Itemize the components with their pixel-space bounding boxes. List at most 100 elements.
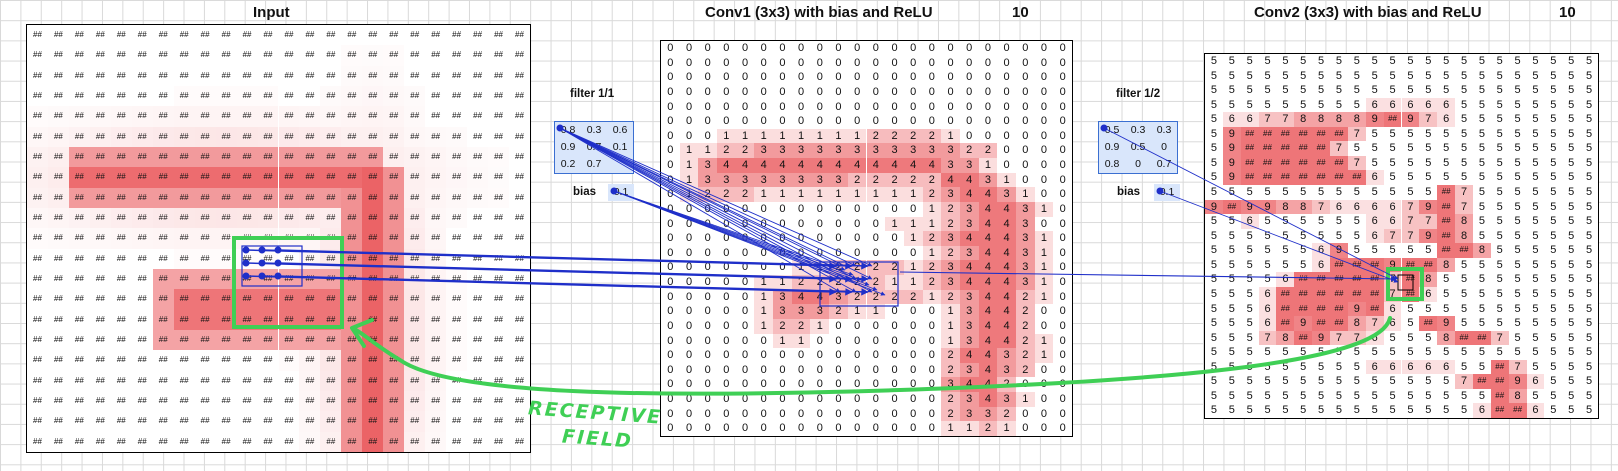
input-cell: ## bbox=[221, 355, 231, 365]
input-cell: ## bbox=[236, 289, 258, 310]
filter2-weight: 0.3 bbox=[1130, 124, 1146, 136]
conv1-cell: 0 bbox=[816, 217, 823, 230]
conv2-cell: 5 bbox=[1389, 404, 1396, 417]
input-cell: ## bbox=[362, 45, 384, 66]
conv1-cell: 0 bbox=[835, 42, 842, 54]
conv1-cell: 1 bbox=[1015, 392, 1035, 407]
input-cell: ## bbox=[278, 269, 300, 290]
input-cell: ## bbox=[215, 147, 237, 168]
input-cell: ## bbox=[341, 147, 363, 168]
conv2-cell: 5 bbox=[1228, 98, 1235, 111]
conv2-cell: 5 bbox=[1496, 98, 1503, 111]
conv1-cell: 3 bbox=[754, 172, 774, 188]
conv1-cell: 3 bbox=[773, 172, 792, 188]
input-cell: ## bbox=[131, 208, 153, 229]
input-cell: ## bbox=[326, 70, 336, 80]
conv2-cell: 5 bbox=[1210, 346, 1217, 359]
conv2-cell: ## bbox=[1276, 286, 1295, 302]
conv1-cell: 0 bbox=[760, 349, 767, 362]
input-cell: ## bbox=[383, 45, 405, 66]
input-cell: ## bbox=[362, 167, 384, 188]
input-cell: ## bbox=[494, 91, 503, 100]
conv1-cell: 1 bbox=[959, 421, 979, 436]
conv1-cell: 0 bbox=[872, 407, 879, 420]
input-cell: ## bbox=[194, 86, 216, 107]
conv1-cell: 4 bbox=[997, 245, 1016, 261]
input-cell: ## bbox=[425, 411, 447, 432]
input-cell: ## bbox=[494, 335, 503, 344]
input-cell: ## bbox=[515, 274, 524, 283]
input-cell: ## bbox=[200, 416, 210, 426]
conv2-cell: 7 bbox=[1312, 199, 1331, 215]
conv2-cell: 5 bbox=[1496, 317, 1503, 330]
conv2-cell: 5 bbox=[1478, 389, 1485, 402]
input-cell: ## bbox=[425, 269, 447, 290]
conv1-cell: 1 bbox=[791, 187, 811, 202]
conv1-cell: 0 bbox=[685, 115, 693, 128]
conv2-cell: 6 bbox=[1383, 214, 1402, 229]
conv2-cell: 5 bbox=[1282, 244, 1289, 257]
conv2-cell: 5 bbox=[1568, 229, 1575, 242]
input-cell: ## bbox=[452, 253, 462, 263]
conv2-cell: 5 bbox=[1371, 69, 1378, 82]
conv1-cell: 0 bbox=[1059, 202, 1066, 215]
conv1-cell: 0 bbox=[1040, 217, 1048, 230]
conv1-cell: 0 bbox=[760, 100, 767, 113]
input-cell: ## bbox=[299, 370, 321, 391]
input-cell: ## bbox=[110, 167, 132, 188]
conv2-cell: 5 bbox=[1496, 84, 1503, 97]
conv1-cell: 0 bbox=[779, 202, 786, 215]
conv2-cell: 5 bbox=[1496, 69, 1503, 82]
input-cell: ## bbox=[446, 330, 468, 351]
input-cell: ## bbox=[515, 314, 524, 324]
conv2-cell: 8 bbox=[1472, 243, 1491, 258]
input-cell: ## bbox=[158, 91, 168, 100]
input-cell: ## bbox=[494, 213, 503, 222]
connection-arrow bbox=[559, 127, 857, 267]
conv2-cell: 8 bbox=[1455, 214, 1473, 229]
conv1-cell: 3 bbox=[773, 289, 792, 305]
conv2-cell: 5 bbox=[1353, 404, 1360, 417]
conv1-cell: 0 bbox=[872, 378, 879, 391]
conv1-cell: 0 bbox=[723, 305, 730, 318]
conv2-cell: 9 bbox=[1419, 199, 1438, 215]
conv1-cell: 0 bbox=[835, 393, 842, 406]
conv1-cell: 0 bbox=[872, 85, 879, 98]
conv1-cell: 4 bbox=[773, 158, 792, 173]
conv1-cell: 1 bbox=[1034, 231, 1054, 246]
conv1-cell: 2 bbox=[885, 289, 904, 305]
conv1-cell: 0 bbox=[835, 56, 842, 69]
conv2-cell: 5 bbox=[1210, 113, 1217, 126]
conv2-cell: 5 bbox=[1264, 186, 1271, 199]
conv2-cell: 5 bbox=[1353, 244, 1360, 257]
conv1-cell: 0 bbox=[685, 276, 693, 289]
conv1-cell: 0 bbox=[1059, 42, 1066, 54]
input-cell: ## bbox=[515, 152, 524, 161]
conv1-cell: 0 bbox=[854, 100, 861, 113]
input-cell: ## bbox=[152, 126, 174, 147]
conv1-cell: 4 bbox=[959, 172, 979, 188]
input-cell: ## bbox=[362, 411, 384, 432]
conv2-cell: 6 bbox=[1419, 97, 1438, 113]
conv1-cell: 0 bbox=[798, 100, 805, 113]
input-cell: ## bbox=[362, 289, 384, 310]
input-cell: ## bbox=[515, 213, 524, 222]
input-cell: ## bbox=[215, 309, 237, 330]
conv1-cell: 4 bbox=[978, 318, 998, 334]
conv1-cell: 0 bbox=[741, 319, 749, 332]
conv1-cell: 0 bbox=[760, 393, 767, 406]
input-cell: ## bbox=[341, 45, 363, 66]
input-cell: ## bbox=[68, 187, 90, 208]
input-cell: ## bbox=[33, 91, 42, 100]
conv1-cell: 0 bbox=[741, 42, 749, 54]
input-cell: ## bbox=[494, 111, 503, 121]
conv1-cell: 0 bbox=[1022, 129, 1029, 142]
conv1-cell: 0 bbox=[928, 56, 935, 69]
conv1-cell: 0 bbox=[760, 42, 767, 54]
conv1-cell: 0 bbox=[984, 129, 991, 142]
input-cell: ## bbox=[242, 70, 252, 80]
conv2-cell: 5 bbox=[1478, 215, 1485, 228]
conv1-cell: 2 bbox=[885, 172, 904, 188]
conv1-cell: 4 bbox=[847, 158, 867, 173]
conv2-cell: 5 bbox=[1496, 346, 1503, 359]
